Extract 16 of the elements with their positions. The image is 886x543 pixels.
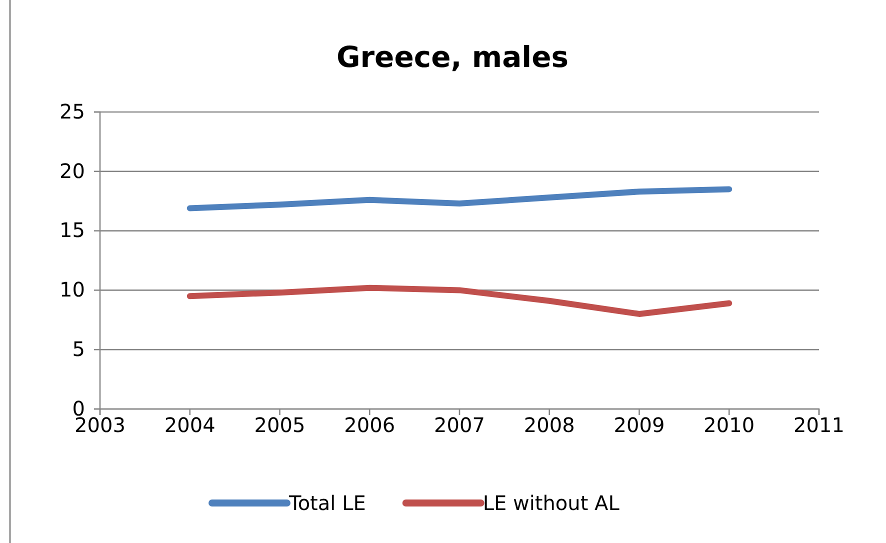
x-tick-label: 2009 [614,413,665,437]
y-tick-label: 20 [60,158,85,183]
y-tick-label: 15 [60,218,85,242]
x-tick-label: 2008 [524,413,575,437]
legend-label: LE without AL [482,491,620,515]
x-tick-label: 2010 [704,413,755,437]
legend-label: Total LE [288,491,366,515]
y-tick-label: 5 [72,337,85,361]
x-tick-label: 2007 [434,413,485,437]
y-tick-label: 25 [60,99,85,124]
x-tick-label: 2006 [344,413,396,437]
x-tick-label: 2005 [254,413,306,437]
chart-title: Greece, males [336,40,569,74]
y-tick-label: 10 [60,278,85,302]
x-tick-label: 2004 [164,413,216,437]
x-tick-label: 2011 [794,413,844,437]
